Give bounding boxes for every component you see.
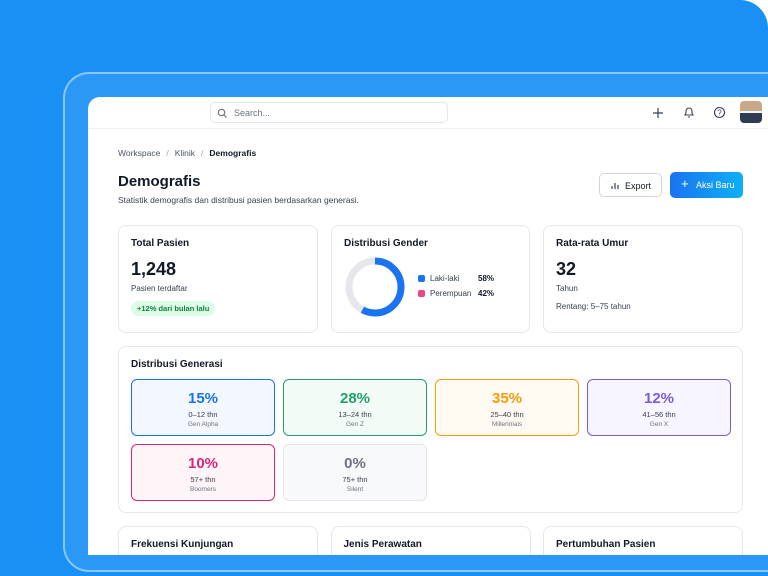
tile-name: Gen Alpha — [187, 421, 219, 428]
tile-age: 75+ thn — [342, 475, 368, 484]
search-icon — [217, 108, 227, 118]
card-title: Jenis Perawatan — [343, 539, 422, 550]
card-title: Distribusi Generasi — [131, 359, 223, 370]
stat-caption: Tahun — [556, 284, 578, 293]
tile-age: 41–56 thn — [642, 410, 676, 419]
stat-badge: +12% dari bulan lalu — [131, 301, 216, 316]
generation-tile: 0% 75+ thn Silent — [283, 444, 427, 501]
generation-tile: 10% 57+ thn Boomers — [131, 444, 275, 501]
tile-name: Millennials — [491, 421, 523, 428]
legend-swatch — [418, 275, 425, 282]
gender-card: Distribusi Gender Laki-laki 58% Perempuan 4… — [331, 225, 530, 333]
page-subtitle: Statistik demografis dan distribusi pasi… — [118, 195, 359, 205]
tile-percent: 15% — [187, 390, 219, 407]
donut-segment — [345, 257, 405, 317]
notification-icon[interactable] — [683, 106, 695, 119]
card-title: Total Pasien — [131, 238, 190, 249]
donut-chart — [345, 257, 405, 317]
tile-percent: 28% — [339, 390, 371, 407]
legend: Laki-laki 58% Perempuan 42% — [418, 274, 498, 304]
legend-label: Perempuan — [430, 289, 472, 298]
tile-name: Gen X — [649, 421, 669, 428]
export-button[interactable]: Export — [599, 173, 662, 197]
legend-item: Perempuan 42% — [418, 289, 498, 304]
chart-card: Pertumbuhan Pasien — [543, 526, 743, 555]
stat-range: Rentang: 5–75 tahun — [556, 302, 631, 311]
tile-name: Boomers — [189, 486, 216, 493]
button-label: Aksi Baru — [696, 180, 735, 190]
stat-card: Total Pasien 1,248 Pasien terdaftar +12%… — [118, 225, 318, 333]
breadcrumb: Workspace / Klinik / Demografis — [118, 148, 257, 158]
legend-value: 42% — [478, 289, 495, 298]
tile-age: 0–12 thn — [188, 410, 218, 419]
plus-icon: + — [681, 176, 689, 191]
card-title: Frekuensi Kunjungan — [131, 539, 234, 550]
stat-value: 32 — [556, 259, 577, 279]
tile-age: 57+ thn — [190, 475, 216, 484]
add-icon[interactable] — [652, 107, 664, 119]
stat-card: Rata-rata Umur 32 Tahun Rentang: 5–75 ta… — [543, 225, 743, 333]
svg-text:?: ? — [717, 109, 722, 118]
generation-card: Distribusi Generasi 15% 0–12 thn Gen Alpha… — [118, 346, 743, 513]
tile-age: 25–40 thn — [490, 410, 524, 419]
legend-value: 58% — [478, 274, 495, 283]
app-window: Search... ? Workspace / Klinik / Demografis … — [88, 97, 768, 555]
tile-name: Gen Z — [345, 421, 365, 428]
chart-card: Frekuensi Kunjungan — [118, 526, 318, 555]
export-icon — [611, 183, 619, 189]
tile-percent: 0% — [344, 455, 366, 472]
legend-label: Laki-laki — [430, 274, 460, 283]
breadcrumb-current: Demografis — [209, 148, 257, 158]
breadcrumb-item[interactable]: Workspace — [118, 148, 161, 158]
primary-button[interactable]: + Aksi Baru — [670, 172, 743, 198]
stat-caption: Pasien terdaftar — [131, 284, 188, 293]
card-title: Pertumbuhan Pasien — [556, 539, 656, 550]
breadcrumb-item[interactable]: Klinik — [174, 148, 196, 158]
generation-tile: 15% 0–12 thn Gen Alpha — [131, 379, 275, 436]
card-title: Rata-rata Umur — [556, 238, 629, 249]
tile-percent: 10% — [187, 455, 219, 472]
search-box[interactable]: Search... — [210, 102, 448, 123]
help-icon[interactable]: ? — [713, 106, 726, 119]
stat-value: 1,248 — [131, 259, 177, 279]
generation-tile: 35% 25–40 thn Millennials — [435, 379, 579, 436]
page-title: Demografis — [118, 173, 201, 190]
tile-percent: 12% — [643, 390, 675, 407]
topbar — [88, 97, 768, 129]
legend-swatch — [418, 290, 425, 297]
legend-item: Laki-laki 58% — [418, 274, 498, 289]
tile-percent: 35% — [491, 390, 523, 407]
tile-name: Silent — [346, 486, 364, 493]
generation-tile: 28% 13–24 thn Gen Z — [283, 379, 427, 436]
card-title: Distribusi Gender — [344, 238, 428, 249]
search-placeholder: Search... — [234, 108, 271, 118]
avatar[interactable] — [740, 101, 762, 123]
tile-age: 13–24 thn — [338, 410, 372, 419]
generation-tile: 12% 41–56 thn Gen X — [587, 379, 731, 436]
chart-card: Jenis Perawatan — [330, 526, 531, 555]
button-label: Export — [625, 181, 652, 191]
